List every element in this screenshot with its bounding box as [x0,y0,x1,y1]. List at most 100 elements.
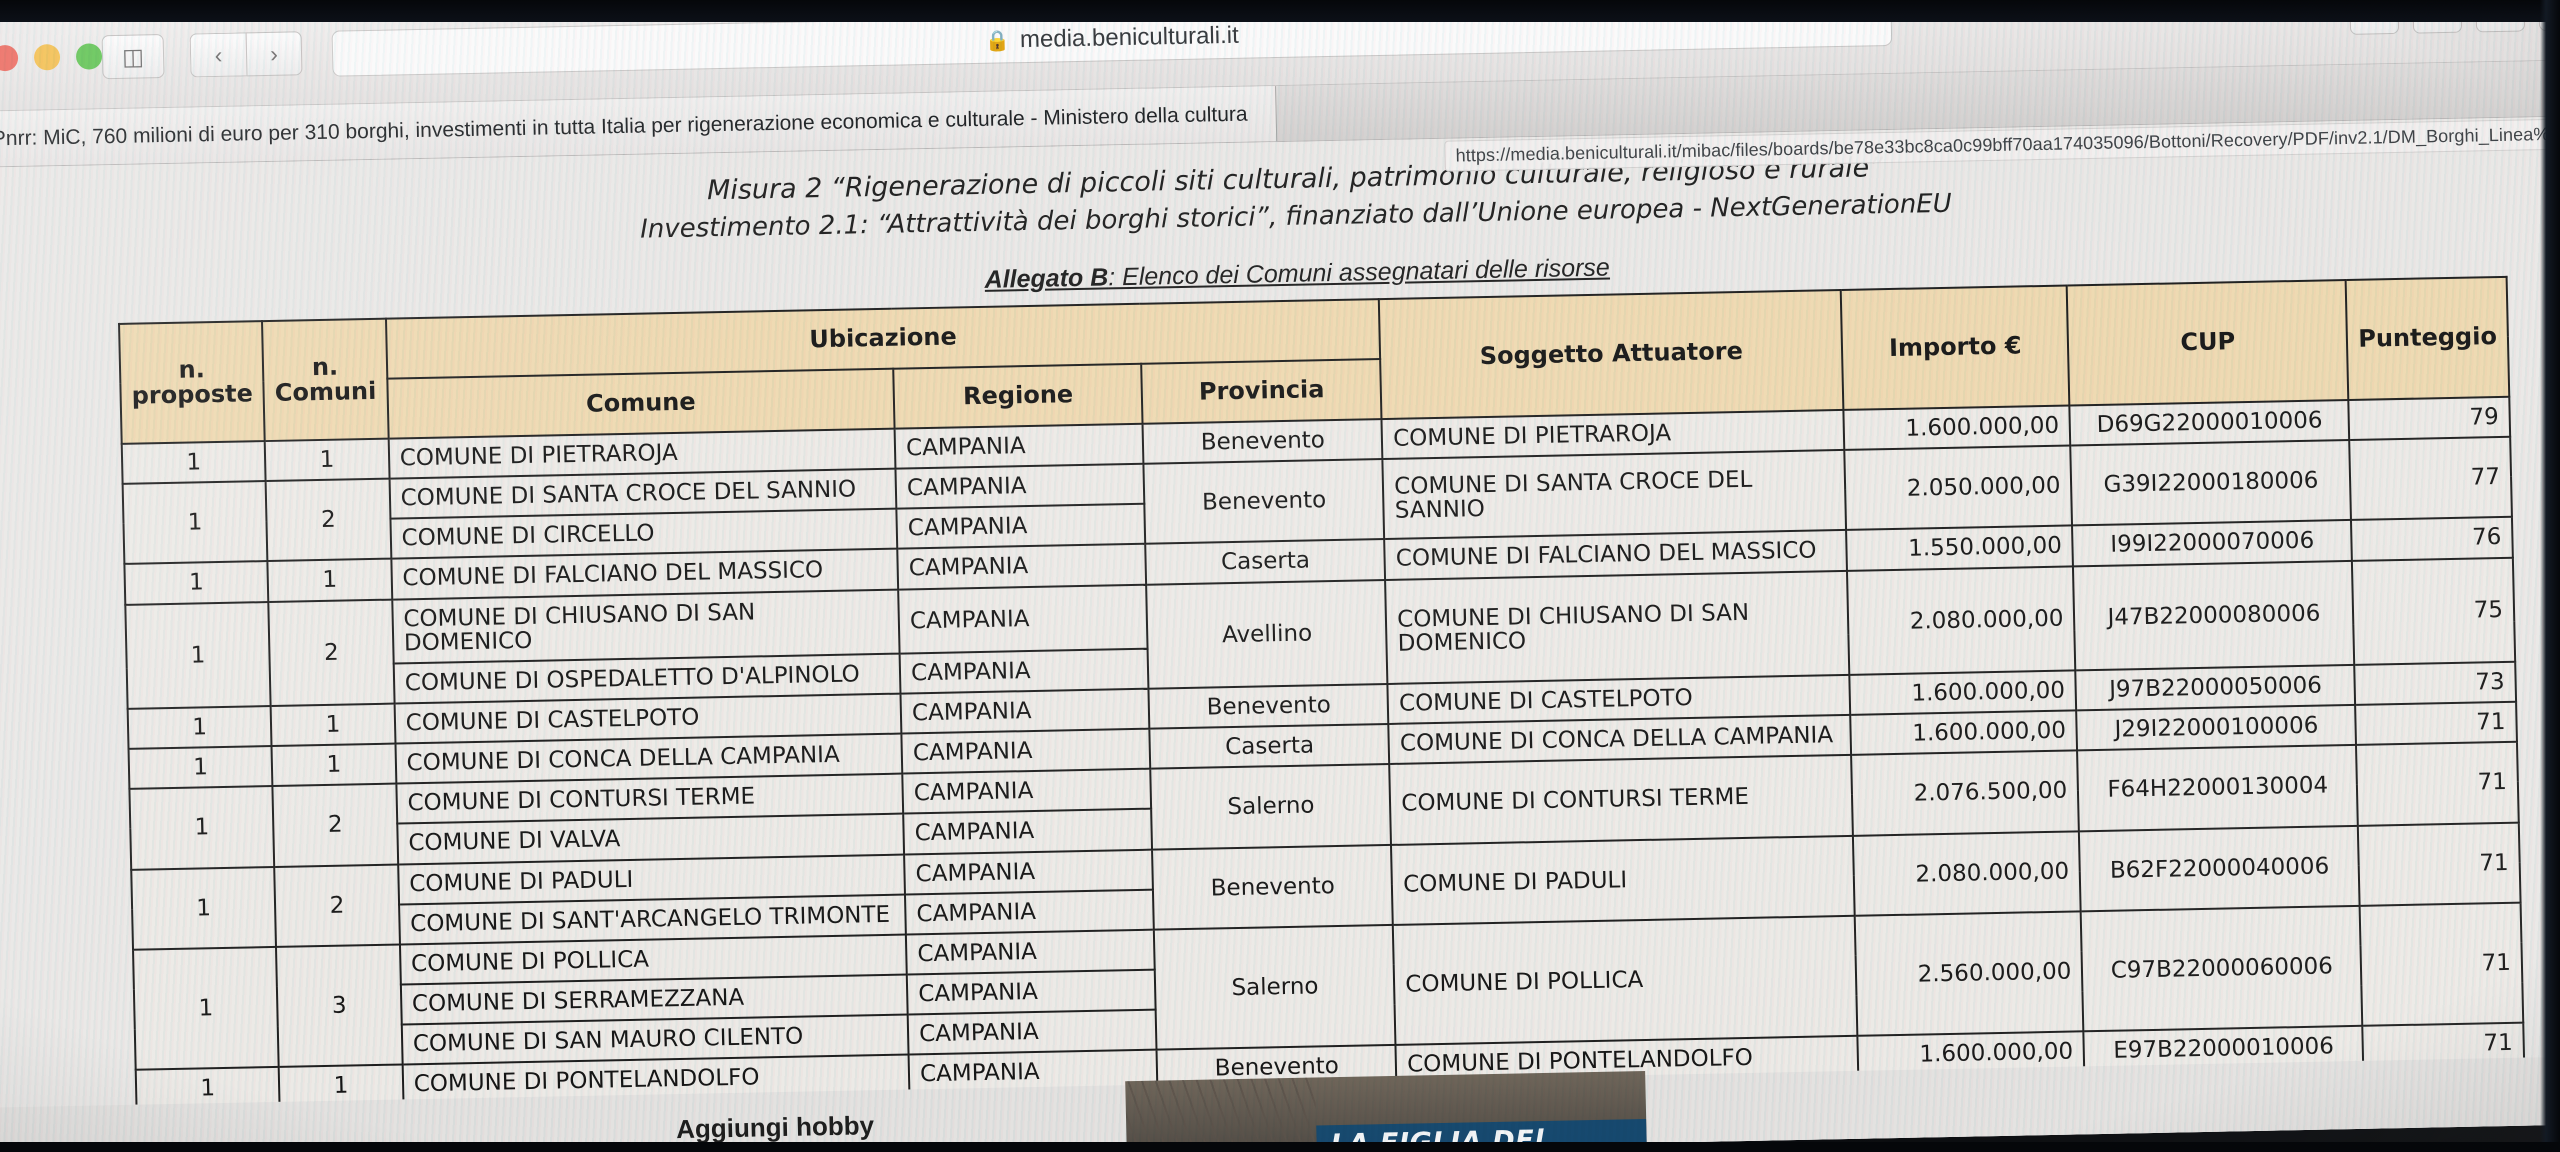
cell-regione: CAMPANIA [900,688,1150,734]
cell-importo: 2.560.000,00 [1854,911,2084,1037]
header-cup: CUP [2066,280,2349,406]
cell-regione: CAMPANIA [896,504,1146,550]
cell-n-comuni: 1 [267,559,392,602]
header-provincia: Provincia [1141,359,1382,424]
cell-soggetto-attuatore: COMUNE DI POLLICA [1393,915,1858,1046]
cell-comune: COMUNE DI CHIUSANO DI SAN DOMENICO [391,589,900,664]
cell-importo: 2.080.000,00 [1853,830,2081,916]
add-hobby-label[interactable]: Aggiungi hobby [675,1110,875,1145]
cell-regione: CAMPANIA [898,584,1149,654]
cell-provincia: Benevento [1152,844,1394,930]
cell-importo: 1.600.000,00 [1849,670,2077,715]
cell-n-comuni: 2 [274,864,400,947]
cell-punteggio: 71 [2355,701,2517,746]
cell-regione: CAMPANIA [907,1009,1157,1055]
header-n-proposte: n. proposte [119,321,265,444]
cell-regione: CAMPANIA [904,849,1154,895]
pdf-page: Misura 2 “Rigenerazione di piccoli siti … [0,115,2560,1108]
cell-importo: 1.550.000,00 [1846,525,2074,571]
cell-cup: J29I22000100006 [2076,705,2357,751]
background-photo: LA FIGLIA DEl PreSiDENTE.. [1125,1070,1648,1152]
header-soggetto-attuatore: Soggetto Attuatore [1379,289,1844,420]
cell-cup: J47B22000080006 [2073,560,2355,671]
cell-n-comuni: 2 [268,599,395,706]
cell-regione: CAMPANIA [901,728,1151,774]
cell-cup: B62F22000040006 [2079,825,2360,912]
cell-cup: I99I22000070006 [2072,520,2353,567]
cell-soggetto-attuatore: COMUNE DI CHIUSANO DI SAN DOMENICO [1385,570,1850,684]
allegato-b-table: n. proposte n. Comuni Ubicazione Soggett… [118,275,2528,1108]
window-traffic-lights [0,43,103,72]
lock-icon: 🔒 [984,29,1011,53]
chevron-left-icon[interactable]: ‹ [189,32,247,78]
close-button[interactable] [0,44,19,72]
chevron-right-icon[interactable]: › [245,31,303,77]
cell-provincia: Benevento [1142,419,1383,464]
bezel-right [2540,0,2560,1152]
cell-cup: G39I22000180006 [2070,440,2352,526]
cell-punteggio: 77 [2349,436,2512,521]
cell-regione: CAMPANIA [905,929,1156,975]
cell-n-proposte: 1 [133,946,279,1070]
cell-n-comuni: 2 [272,783,398,867]
address-bar-text: media.beniculturali.it [1019,21,1240,54]
cell-punteggio: 71 [2358,822,2521,906]
cell-n-proposte: 1 [125,601,271,709]
cell-n-comuni: 1 [270,703,396,747]
cell-regione: CAMPANIA [902,768,1152,814]
header-comune: Comune [387,368,895,439]
cell-punteggio: 71 [2359,902,2524,1027]
cell-provincia: Salerno [1154,924,1396,1050]
cell-cup: J97B22000050006 [2075,664,2356,711]
header-punteggio: Punteggio [2345,276,2510,400]
cell-importo: 1.600.000,00 [1850,710,2078,756]
sidebar-icon[interactable]: ◫ [101,33,165,80]
table-body: 1 1 COMUNE DI PIETRAROJA CAMPANIA Benevento C… [121,396,2527,1108]
cell-n-comuni: 1 [264,438,390,482]
cell-regione: CAMPANIA [903,809,1153,855]
zoom-button[interactable] [75,43,103,70]
cell-n-proposte: 1 [124,561,269,605]
cell-regione: CAMPANIA [894,423,1144,469]
annex-label: Allegato B [984,263,1109,294]
cell-cup: C97B22000060006 [2080,905,2363,1032]
cell-provincia: Avellino [1146,579,1388,689]
cell-n-comuni: 1 [271,743,397,787]
bezel-top [0,0,2560,22]
cell-soggetto-attuatore: COMUNE DI SANTA CROCE DEL SANNIO [1382,450,1847,540]
cell-provincia: Salerno [1150,764,1392,850]
cell-importo: 1.600.000,00 [1843,405,2071,451]
cell-n-proposte: 1 [122,481,268,565]
cell-n-proposte: 1 [131,866,277,950]
cell-regione: CAMPANIA [905,889,1155,935]
cell-n-proposte: 1 [128,746,273,790]
cell-punteggio: 76 [2351,517,2513,561]
cell-regione: CAMPANIA [899,648,1149,694]
cell-n-proposte: 1 [129,786,275,870]
wires-decoration [1125,1077,1318,1152]
cell-punteggio: 75 [2352,557,2516,665]
cell-n-comuni: 2 [265,478,392,562]
header-n-comuni: n. Comuni [262,318,389,442]
bezel-bottom [0,1142,2560,1152]
cell-n-proposte: 1 [127,705,272,749]
cell-regione: CAMPANIA [895,463,1145,509]
cell-importo: 2.050.000,00 [1844,445,2073,531]
cell-cup: D69G22000010006 [2069,399,2350,446]
header-regione: Regione [893,363,1143,429]
tab-title: Pnrr: MiC, 760 milioni di euro per 310 b… [0,102,1248,150]
cell-punteggio: 79 [2348,396,2511,441]
cell-regione: CAMPANIA [906,969,1157,1015]
cell-soggetto-attuatore: COMUNE DI PADULI [1391,835,1855,925]
cell-cup: F64H22000130004 [2077,745,2359,831]
cell-importo: 2.080.000,00 [1847,566,2076,675]
cell-regione: CAMPANIA [897,544,1147,590]
header-importo: Importo € [1840,285,2070,410]
allegato-b-table-wrapper: n. proposte n. Comuni Ubicazione Soggett… [118,275,2528,1108]
minimize-button[interactable] [33,44,61,71]
cell-punteggio: 73 [2354,661,2517,706]
cell-provincia: Caserta [1145,539,1386,585]
